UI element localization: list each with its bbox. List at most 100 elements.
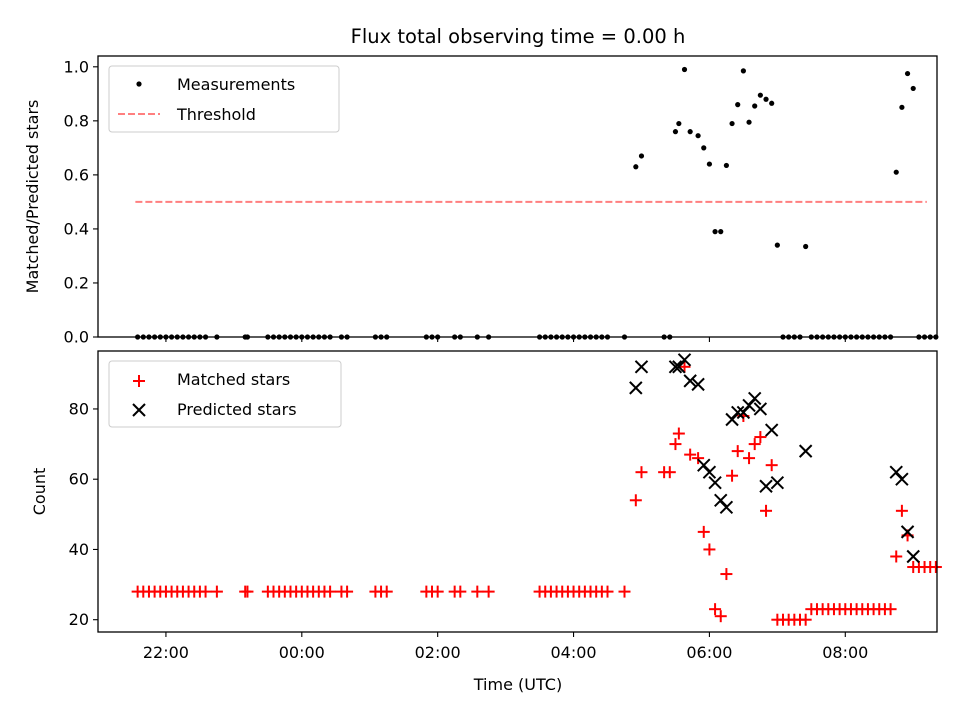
matched-stars-point [241, 585, 254, 598]
matched-stars-point [697, 525, 710, 538]
matched-stars-point [765, 459, 778, 472]
chart-title: Flux total observing time = 0.00 h [351, 25, 686, 48]
top-legend: Measurements Threshold [108, 65, 340, 133]
bottom-y-tick-label: 40 [69, 540, 89, 559]
matched-stars-point [895, 504, 908, 517]
bottom-y-axis-label: Count [30, 468, 49, 516]
measurement-point [706, 161, 713, 167]
matched-stars-point [714, 610, 727, 623]
matched-stars-point [471, 585, 484, 598]
matched-stars-point [210, 585, 223, 598]
bottom-legend: Matched stars Predicted stars [108, 360, 342, 428]
predicted-stars-point [770, 476, 785, 490]
predicted-stars-point [748, 391, 762, 406]
measurement-point [712, 229, 718, 235]
measurement-point [718, 229, 724, 235]
predicted-stars-point [708, 476, 722, 490]
matched-stars-point [199, 585, 212, 598]
measurement-point [701, 145, 707, 151]
bottom-legend-box [108, 360, 342, 428]
top-y-tick-label: 0.4 [64, 219, 89, 238]
bottom-y-axis: 20 40 60 80 [69, 399, 98, 629]
matched-stars-point [754, 431, 767, 444]
x-tick-label: 02:00 [415, 643, 461, 662]
top-y-tick-label: 0.2 [64, 273, 89, 292]
matched-stars-point [672, 427, 685, 440]
matched-stars-point [760, 504, 773, 517]
x-tick-label: 04:00 [550, 643, 596, 662]
measurement-point [910, 85, 916, 92]
top-y-tick-label: 0.6 [64, 165, 89, 184]
measurement-point [672, 129, 679, 135]
measurement-point [681, 66, 688, 73]
matched-stars-point [454, 585, 467, 598]
legend-measurements-marker [136, 81, 142, 87]
predicted-stars-point [759, 479, 773, 493]
legend-matched-label: Matched stars [177, 370, 290, 389]
matched-stars-point [692, 452, 705, 465]
x-tick-label: 00:00 [279, 643, 325, 662]
top-y-tick-label: 0.0 [64, 328, 89, 347]
measurement-point [904, 70, 911, 77]
legend-matched-marker [133, 375, 145, 387]
matched-stars-point [601, 585, 614, 598]
top-axes-frame [97, 55, 938, 338]
predicted-stars-point [691, 377, 705, 392]
matched-stars-point [726, 469, 739, 482]
measurement-point [638, 153, 645, 159]
matched-stars-point [929, 561, 942, 574]
matched-stars-point [709, 603, 722, 616]
measurement-point [740, 68, 746, 74]
predicted-stars-point [900, 525, 915, 539]
measurement-point [803, 243, 809, 250]
bottom-x-axis-label: Time (UTC) [473, 675, 562, 694]
measurement-point [769, 100, 775, 106]
measurement-point [774, 242, 780, 248]
measurement-point [893, 169, 899, 175]
predicted-stars-point [677, 353, 692, 367]
predicted-stars-point [719, 500, 734, 515]
top-legend-box [108, 65, 340, 133]
matched-stars-point [380, 585, 393, 598]
predicted-stars-point [629, 381, 643, 395]
predicted-stars-point [798, 444, 813, 458]
matched-stars-point [678, 360, 691, 373]
bottom-axes-frame [97, 350, 938, 633]
matched-stars-point [703, 543, 716, 556]
matched-stars-point [748, 438, 761, 451]
measurement-point [752, 103, 758, 109]
x-tick-label: 22:00 [143, 643, 189, 662]
measurement-point [687, 129, 693, 135]
matched-stars-point [431, 585, 444, 598]
measurement-point [735, 102, 741, 108]
measurement-point [899, 104, 905, 110]
top-y-axis-label: Matched/Predicted stars [23, 100, 42, 294]
x-tick-label: 06:00 [686, 643, 732, 662]
bottom-y-tick-label: 20 [69, 610, 89, 629]
predicted-stars-point [731, 405, 745, 420]
legend-predicted-label: Predicted stars [177, 400, 297, 419]
measurement-point [723, 162, 730, 169]
predicted-stars-point [702, 465, 717, 479]
predicted-stars-point [668, 360, 683, 374]
measurement-point [757, 92, 763, 98]
predicted-stars-point [906, 549, 920, 564]
legend-predicted-marker [132, 403, 146, 417]
matched-stars-point [884, 603, 897, 616]
bottom-y-tick-label: 60 [69, 470, 89, 489]
matched-stars-point [629, 494, 642, 507]
matched-stars-point [482, 585, 495, 598]
matched-stars-point [618, 585, 631, 598]
legend-threshold-label: Threshold [176, 105, 256, 124]
measurement-point [676, 120, 682, 127]
top-x-axis [165, 337, 846, 342]
top-y-tick-label: 0.8 [64, 111, 89, 130]
bottom-y-tick-label: 80 [69, 399, 89, 418]
matched-stars-point [669, 438, 682, 451]
top-panel: 0.0 0.2 0.4 0.6 0.8 1.0 Matched/Predicted sta… [23, 55, 939, 347]
matched-stars-point [684, 448, 697, 461]
matched-stars-point [720, 568, 733, 581]
predicted-stars-point [683, 374, 697, 388]
